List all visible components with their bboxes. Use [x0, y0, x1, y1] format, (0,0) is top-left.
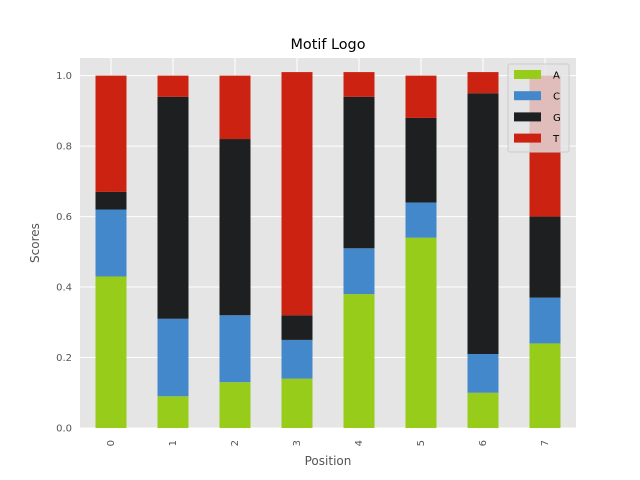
legend-swatch-C [514, 91, 541, 101]
bar-C-pos-7 [529, 297, 561, 344]
legend-swatch-T [514, 133, 541, 143]
bar-C-pos-1 [157, 318, 189, 397]
bar-C-pos-3 [281, 339, 313, 379]
y-tick-label-2: 0.4 [56, 283, 72, 294]
bar-A-pos-0 [95, 276, 127, 428]
bar-G-pos-2 [219, 139, 251, 316]
bar-C-pos-4 [343, 248, 375, 295]
x-tick-label-2: 2 [230, 440, 241, 446]
y-tick-label-0: 0.0 [56, 424, 72, 435]
legend-box [507, 63, 570, 153]
y-tick-labels: 0.0 0.2 0.4 0.6 0.8 1.0 [56, 71, 72, 434]
legend-swatch-A [514, 70, 541, 79]
bar-T-pos-0 [95, 75, 127, 192]
bar-C-pos-6 [467, 354, 499, 393]
y-tick-label-4: 0.8 [56, 142, 72, 153]
bar-A-pos-3 [281, 378, 313, 428]
bar-G-pos-1 [157, 96, 189, 319]
bar-T-pos-3 [281, 72, 313, 316]
x-tick-label-1: 1 [168, 440, 179, 446]
legend-label-T: T [552, 134, 560, 145]
x-tick-label-0: 0 [106, 440, 117, 446]
bar-T-pos-1 [157, 75, 189, 97]
legend-label-A: A [553, 71, 560, 82]
y-tick-label-3: 0.6 [56, 212, 72, 223]
x-tick-labels: 0 1 2 3 4 5 6 7 [106, 440, 551, 446]
bar-A-pos-4 [343, 294, 375, 428]
bar-T-pos-6 [467, 72, 499, 94]
bar-G-pos-4 [343, 96, 375, 249]
bar-C-pos-2 [219, 315, 251, 383]
chart-title: Motif Logo [290, 37, 365, 53]
legend-label-C: C [553, 92, 560, 103]
x-tick-label-3: 3 [292, 440, 303, 446]
x-tick-label-4: 4 [354, 440, 365, 446]
x-tick-label-6: 6 [478, 440, 489, 446]
bar-G-pos-0 [95, 191, 127, 210]
bar-G-pos-3 [281, 315, 313, 340]
legend-swatch-G [514, 112, 541, 122]
plot-background [80, 58, 576, 428]
bar-A-pos-1 [157, 396, 189, 428]
legend-label-G: G [553, 113, 561, 124]
bar-G-pos-6 [467, 93, 499, 354]
x-axis-label: Position [305, 454, 352, 468]
bar-A-pos-2 [219, 382, 251, 428]
bar-T-pos-5 [405, 75, 437, 118]
bar-A-pos-6 [467, 392, 499, 428]
bar-A-pos-5 [405, 237, 437, 428]
y-axis-label: Scores [28, 223, 42, 263]
bar-A-pos-7 [529, 343, 561, 428]
y-tick-label-5: 1.0 [56, 71, 72, 82]
bar-G-pos-7 [529, 216, 561, 298]
bar-T-pos-4 [343, 72, 375, 97]
x-tick-label-7: 7 [540, 440, 551, 446]
bar-C-pos-0 [95, 209, 127, 277]
x-tick-label-5: 5 [416, 440, 427, 446]
y-tick-label-1: 0.2 [56, 353, 72, 364]
bar-G-pos-5 [405, 117, 437, 203]
bar-C-pos-5 [405, 202, 437, 238]
bar-T-pos-2 [219, 75, 251, 140]
